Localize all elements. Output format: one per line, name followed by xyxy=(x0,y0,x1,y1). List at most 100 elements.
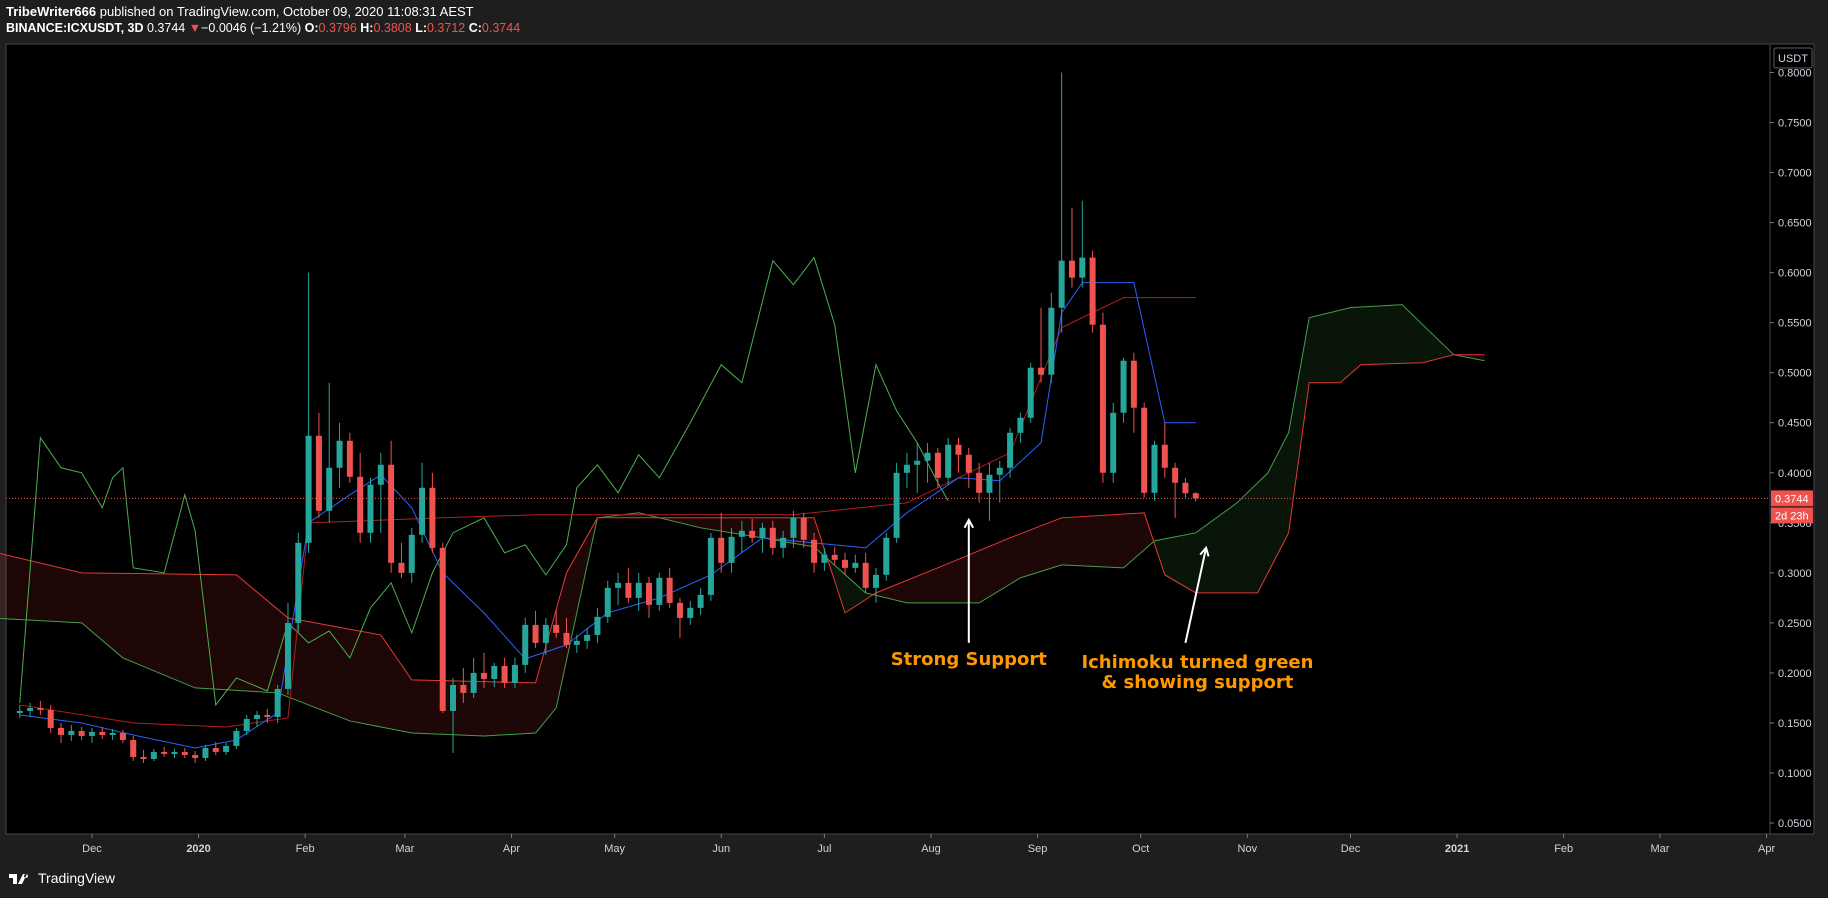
y-tick-label: 0.0500 xyxy=(1778,818,1812,830)
candle-down xyxy=(976,472,983,493)
cloud-segment-bearish xyxy=(370,633,374,726)
candle-down xyxy=(181,751,188,755)
candle-up xyxy=(635,582,642,598)
cloud-segment-bearish xyxy=(992,543,997,595)
x-tick-label: Aug xyxy=(921,843,941,855)
candle-up xyxy=(780,537,787,548)
cloud-segment-bearish xyxy=(98,573,103,641)
cloud-segment-bullish xyxy=(1388,305,1392,364)
candle-down xyxy=(501,665,508,683)
publish-text: published on TradingView.com, October 09… xyxy=(99,4,474,19)
cloud-segment-bullish xyxy=(1395,304,1399,364)
candlesticks xyxy=(16,72,1199,763)
cloud-segment-bearish xyxy=(174,574,178,681)
cloud-segment-bearish xyxy=(195,574,199,689)
candle-up xyxy=(996,467,1003,475)
candle-up xyxy=(491,665,498,679)
cloud-segment-bearish xyxy=(686,517,691,526)
cloud-segment-bearish xyxy=(318,623,323,711)
cloud-segment-bullish xyxy=(1157,539,1162,565)
cloud-segment-bearish xyxy=(88,572,92,632)
cloud-segment-bullish xyxy=(1316,315,1320,383)
candle-down xyxy=(1068,260,1075,278)
cloud-segment-bearish xyxy=(377,634,381,727)
cloud-segment-bearish xyxy=(690,517,694,527)
cloud-segment-bearish xyxy=(1041,524,1045,572)
cloud-segment-bearish xyxy=(590,523,594,550)
candle-down xyxy=(800,517,807,540)
cloud-segment-bullish xyxy=(1261,476,1265,587)
cloud-segment-bearish xyxy=(153,573,158,673)
cloud-segment-bearish xyxy=(1102,515,1107,568)
candle-down xyxy=(99,731,106,735)
cloud-segment-bearish xyxy=(408,674,412,733)
cloud-segment-bearish xyxy=(463,681,467,736)
cloud-segment-bearish xyxy=(1020,532,1024,578)
candle-up xyxy=(511,664,518,683)
symbol-label[interactable]: BINANCE:ICXUSDT, 3D xyxy=(6,21,144,35)
x-tick-label: 2021 xyxy=(1445,843,1469,855)
cloud-segment-bearish xyxy=(363,631,368,725)
cloud-segment-bearish xyxy=(755,517,760,538)
candle-down xyxy=(955,444,962,455)
cloud-segment-bearish xyxy=(74,571,79,623)
cloud-segment-bearish xyxy=(219,574,223,690)
cloud-segment-bearish xyxy=(67,569,72,623)
candle-down xyxy=(1038,367,1045,375)
candle-down xyxy=(965,454,972,473)
cloud-segment-bearish xyxy=(188,574,192,687)
candle-down xyxy=(718,537,725,563)
cloud-segment-bearish xyxy=(927,570,931,603)
cloud-segment-bearish xyxy=(525,682,529,734)
cloud-segment-bearish xyxy=(972,552,976,603)
cloud-segment-bearish xyxy=(741,517,746,536)
cloud-segment-bullish xyxy=(1292,394,1296,508)
cloud-segment-bearish xyxy=(167,573,172,678)
y-tick-label: 0.4000 xyxy=(1778,468,1812,480)
cloud-segment-bullish xyxy=(841,571,846,613)
currency-badge[interactable] xyxy=(1773,47,1813,69)
cloud-segment-bearish xyxy=(900,581,904,603)
candle-up xyxy=(450,684,457,711)
candle-up xyxy=(305,435,312,543)
tradingview-footer[interactable]: TradingView xyxy=(8,866,115,890)
currency-label: USDT xyxy=(1778,53,1808,65)
cloud-segment-bearish xyxy=(222,574,227,690)
cloud-segment-bearish xyxy=(996,542,1000,593)
candle-up xyxy=(68,730,75,735)
cloud-segment-bullish xyxy=(1353,307,1358,371)
cloud-segment-bearish xyxy=(710,517,715,531)
cloud-segment-bearish xyxy=(683,517,687,525)
y-tick-label: 0.2000 xyxy=(1778,668,1812,680)
cloud-segment-bullish xyxy=(1209,520,1213,593)
cloud-segment-bearish xyxy=(1037,525,1042,573)
candle-down xyxy=(1141,407,1148,493)
candle-down xyxy=(646,582,653,605)
cloud-segment-bearish xyxy=(0,553,3,619)
senkou-span-b-line xyxy=(0,354,1485,684)
publisher-name[interactable]: TribeWriter666 xyxy=(6,4,97,19)
cloud-segment-bearish xyxy=(422,680,426,734)
cloud-segment-bearish xyxy=(43,563,48,622)
open-value: 0.3796 xyxy=(318,21,357,35)
candle-down xyxy=(811,539,818,563)
cloud-segment-bearish xyxy=(356,630,361,723)
y-tick-label: 0.1000 xyxy=(1778,768,1812,780)
cloud-segment-bearish xyxy=(724,517,729,533)
cloud-segment-bullish xyxy=(1384,305,1389,364)
cloud-segment-bearish xyxy=(1006,537,1011,587)
cloud-segment-bullish xyxy=(1412,314,1416,364)
cloud-segment-bearish xyxy=(435,680,440,735)
cloud-segment-bearish xyxy=(398,659,402,731)
cloud-segment-bearish xyxy=(1058,517,1062,566)
cloud-segment-bearish xyxy=(563,572,567,677)
publish-info: TribeWriter666 published on TradingView.… xyxy=(6,4,474,19)
cloud-segment-bearish xyxy=(783,517,787,543)
cloud-segment-bearish xyxy=(387,644,392,729)
cloud-segment-bullish xyxy=(1192,532,1196,593)
annotation-text: Strong Support xyxy=(891,649,1048,670)
candle-down xyxy=(37,707,44,710)
cloud-segment-bearish xyxy=(30,560,34,621)
cloud-segment-bearish xyxy=(879,590,883,598)
